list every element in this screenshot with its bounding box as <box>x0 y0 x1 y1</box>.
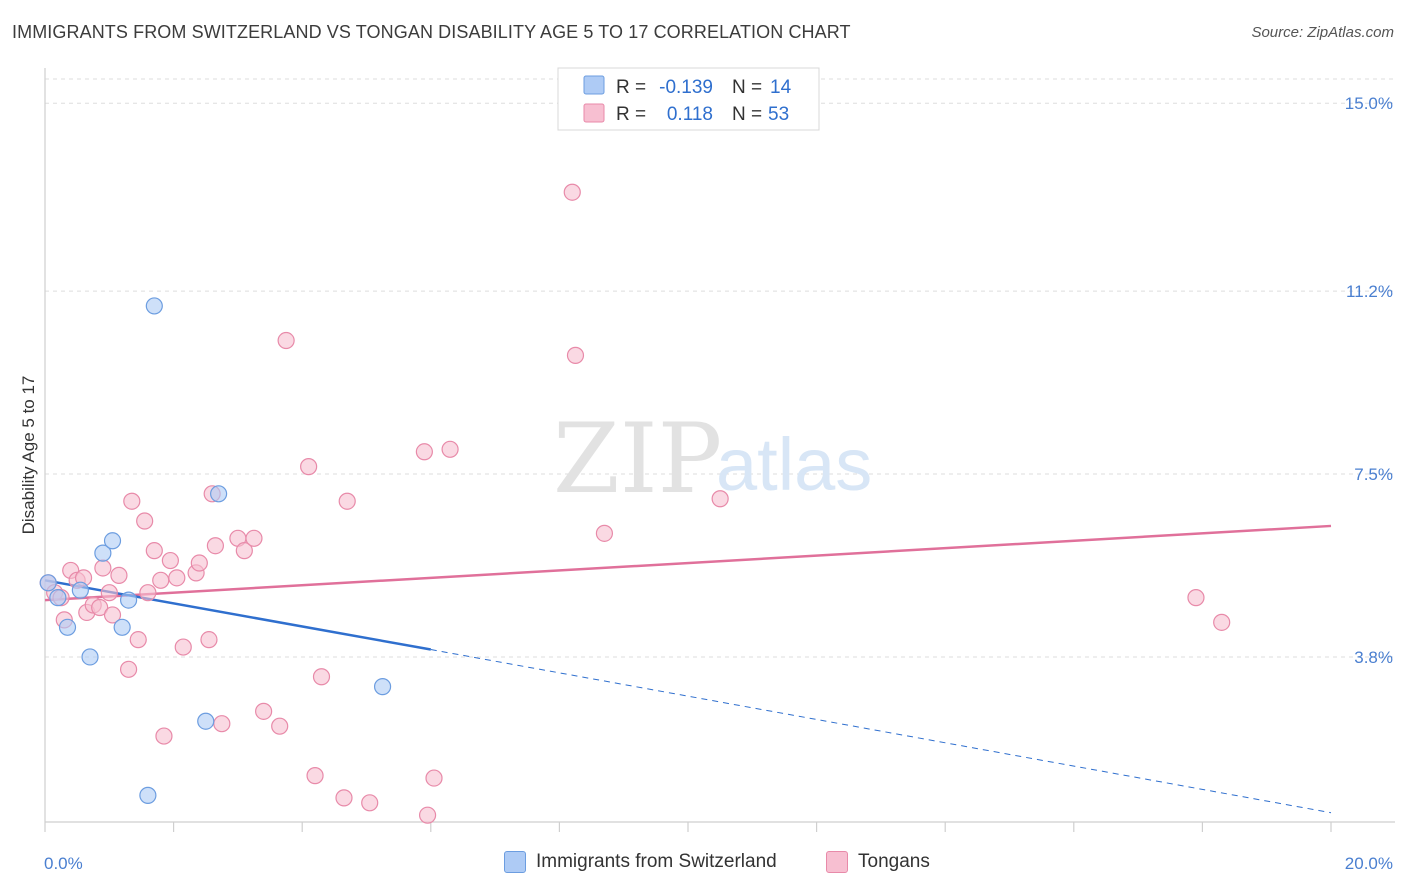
x-tick-label: 0.0% <box>44 854 83 873</box>
point-tongans <box>335 789 353 807</box>
point-tongans <box>103 606 122 624</box>
point-tongans <box>129 631 147 649</box>
chart-title: IMMIGRANTS FROM SWITZERLAND VS TONGAN DI… <box>12 22 851 42</box>
watermark-zip: ZIP <box>553 403 722 515</box>
legend-n-value: 14 <box>770 77 792 98</box>
point-tongans <box>415 443 433 461</box>
point-switzerland <box>94 544 112 562</box>
point-switzerland <box>58 618 77 636</box>
y-tick-label: 15.0% <box>1345 94 1393 113</box>
y-tick-label: 7.5% <box>1354 465 1393 484</box>
x-minor-ticks <box>44 822 1332 832</box>
legend-n-label: N = <box>732 104 762 125</box>
point-tongans <box>271 717 289 735</box>
point-tongans <box>563 183 581 201</box>
point-tongans <box>361 794 379 812</box>
gridlines <box>45 78 1395 658</box>
trend-line-switzerland-extension <box>430 649 1332 814</box>
point-switzerland <box>71 581 89 599</box>
point-tongans <box>190 554 208 572</box>
point-tongans <box>213 715 231 733</box>
point-tongans <box>100 584 118 602</box>
point-switzerland <box>119 591 138 609</box>
data-points <box>39 183 1231 824</box>
point-tongans <box>206 537 224 555</box>
point-switzerland <box>210 485 228 503</box>
point-switzerland <box>113 618 131 636</box>
legend-n-value: 53 <box>768 104 789 125</box>
trend-line-tongans <box>44 524 1332 602</box>
series-legend: Immigrants from Switzerland Tongans <box>0 851 1406 879</box>
legend-label-tongans: Tongans <box>858 851 930 872</box>
point-tongans <box>91 598 109 617</box>
point-tongans <box>425 769 443 787</box>
point-tongans <box>1213 613 1231 631</box>
legend-item-switzerland: Immigrants from Switzerland <box>504 851 777 873</box>
legend-swatch-tongans <box>826 851 848 873</box>
point-tongans <box>711 490 729 508</box>
point-tongans <box>235 542 253 560</box>
point-tongans <box>200 631 218 649</box>
point-tongans <box>312 668 331 686</box>
legend-r-value: 0.118 <box>667 104 713 125</box>
point-tongans <box>300 458 318 476</box>
point-switzerland <box>81 648 99 666</box>
point-tongans <box>306 767 324 785</box>
trend-lines <box>44 524 1332 814</box>
x-tick-label: 20.0% <box>1345 854 1393 873</box>
x-tick-labels: 0.0% 20.0% <box>44 854 1393 873</box>
point-tongans <box>161 551 179 570</box>
legend-n-label: N = <box>732 77 762 98</box>
legend-swatch-switzerland <box>504 851 526 873</box>
point-switzerland <box>39 574 57 592</box>
point-tongans <box>277 331 295 350</box>
point-tongans <box>595 524 614 542</box>
point-tongans <box>145 542 163 560</box>
legend-item-tongans: Tongans <box>826 851 930 873</box>
watermark-atlas: atlas <box>716 423 872 506</box>
legend-label-switzerland: Immigrants from Switzerland <box>536 851 777 872</box>
point-tongans <box>119 660 138 678</box>
point-tongans <box>152 571 170 589</box>
point-tongans <box>566 346 585 364</box>
point-tongans <box>1187 589 1205 607</box>
y-tick-label: 3.8% <box>1354 648 1393 667</box>
point-tongans <box>155 727 173 745</box>
correlation-legend: R = -0.139 N = 14 R = 0.118 N = 53 <box>557 67 820 131</box>
legend-r-value: -0.139 <box>659 77 713 98</box>
legend-r-label: R = <box>616 104 646 125</box>
legend-r-label: R = <box>616 77 646 98</box>
point-tongans <box>441 440 459 458</box>
point-tongans <box>255 702 273 720</box>
point-tongans <box>418 806 437 824</box>
point-switzerland <box>145 297 163 315</box>
point-switzerland <box>103 532 122 550</box>
y-tick-label: 11.2% <box>1346 282 1393 301</box>
y-axis-label: Disability Age 5 to 17 <box>19 376 38 535</box>
y-tick-labels: 3.8% 7.5% 11.2% 15.0% <box>1345 94 1393 667</box>
point-tongans <box>110 566 128 584</box>
source-credit: Source: ZipAtlas.com <box>1251 24 1394 41</box>
point-tongans <box>174 638 192 656</box>
point-tongans <box>338 492 356 510</box>
point-switzerland <box>373 678 392 696</box>
point-tongans <box>168 569 186 587</box>
legend-swatch-blue <box>583 75 605 95</box>
point-tongans <box>139 584 157 602</box>
point-tongans <box>123 492 141 510</box>
point-switzerland <box>139 786 157 804</box>
point-switzerland <box>49 589 67 607</box>
point-tongans <box>245 529 263 547</box>
legend-swatch-pink <box>583 103 605 123</box>
point-tongans <box>136 512 154 530</box>
point-tongans <box>94 559 112 577</box>
point-switzerland <box>197 712 215 730</box>
